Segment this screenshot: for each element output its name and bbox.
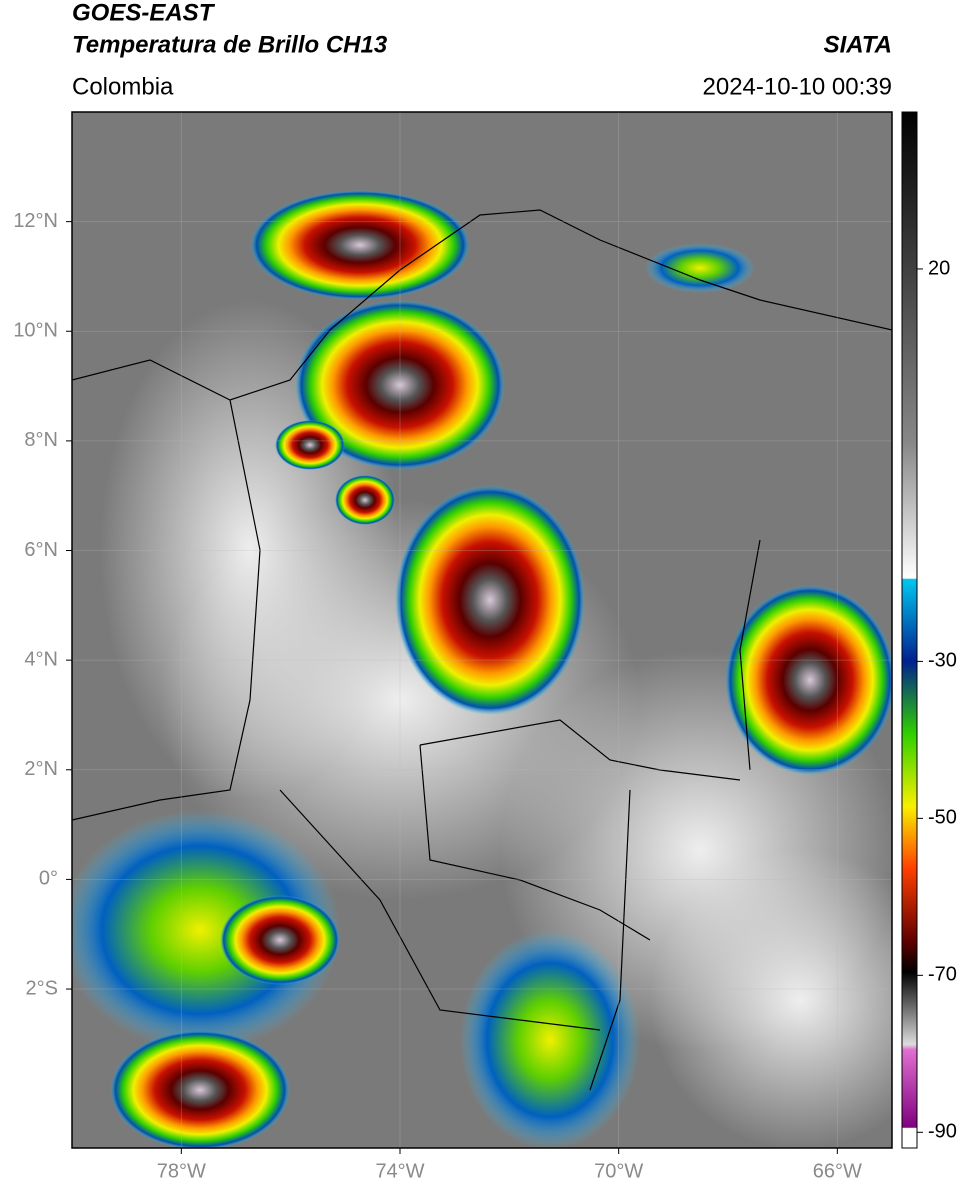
colorbar-tick-label: -50	[928, 807, 957, 829]
y-tick-label: 6°N	[24, 539, 58, 561]
storm	[460, 930, 640, 1148]
map-frame	[71, 111, 893, 1149]
satellite-image	[72, 112, 892, 1148]
storm	[220, 895, 340, 985]
y-tick-label: 0°	[39, 868, 58, 890]
y-tick-label: 2°N	[24, 758, 58, 780]
y-tick-label: 4°N	[24, 648, 58, 670]
cloud	[650, 850, 892, 1148]
storm	[275, 420, 345, 470]
region: Colombia	[72, 73, 174, 100]
colorbar	[901, 111, 918, 1149]
storm	[645, 243, 755, 293]
y-tick-label: 2°S	[26, 977, 58, 999]
storm	[395, 485, 585, 715]
y-tick-label: 10°N	[13, 320, 58, 342]
borders	[72, 209, 892, 1091]
title: GOES-EAST	[72, 0, 216, 26]
colorbar-tick-label: 20	[928, 257, 950, 279]
y-tick-label: 12°N	[13, 210, 58, 232]
graticule	[72, 112, 892, 1148]
storm	[72, 810, 340, 1050]
storm	[295, 300, 505, 470]
colorbar-tick-label: -70	[928, 964, 957, 986]
x-tick-label: 70°W	[594, 1160, 643, 1182]
subtitle: Temperatura de Brillo CH13	[72, 31, 388, 58]
storm	[725, 585, 892, 775]
storm	[335, 475, 395, 525]
x-tick-label: 74°W	[375, 1160, 424, 1182]
source: SIATA	[824, 31, 892, 58]
datetime: 2024-10-10 00:39	[703, 73, 893, 100]
x-tick-label: 78°W	[157, 1160, 206, 1182]
y-tick-label: 8°N	[24, 429, 58, 451]
storm	[250, 190, 470, 300]
colorbar-tick-label: -30	[928, 650, 957, 672]
colorbar-tick-label: -90	[928, 1121, 957, 1143]
x-tick-label: 66°W	[813, 1160, 862, 1182]
storm	[110, 1030, 290, 1148]
